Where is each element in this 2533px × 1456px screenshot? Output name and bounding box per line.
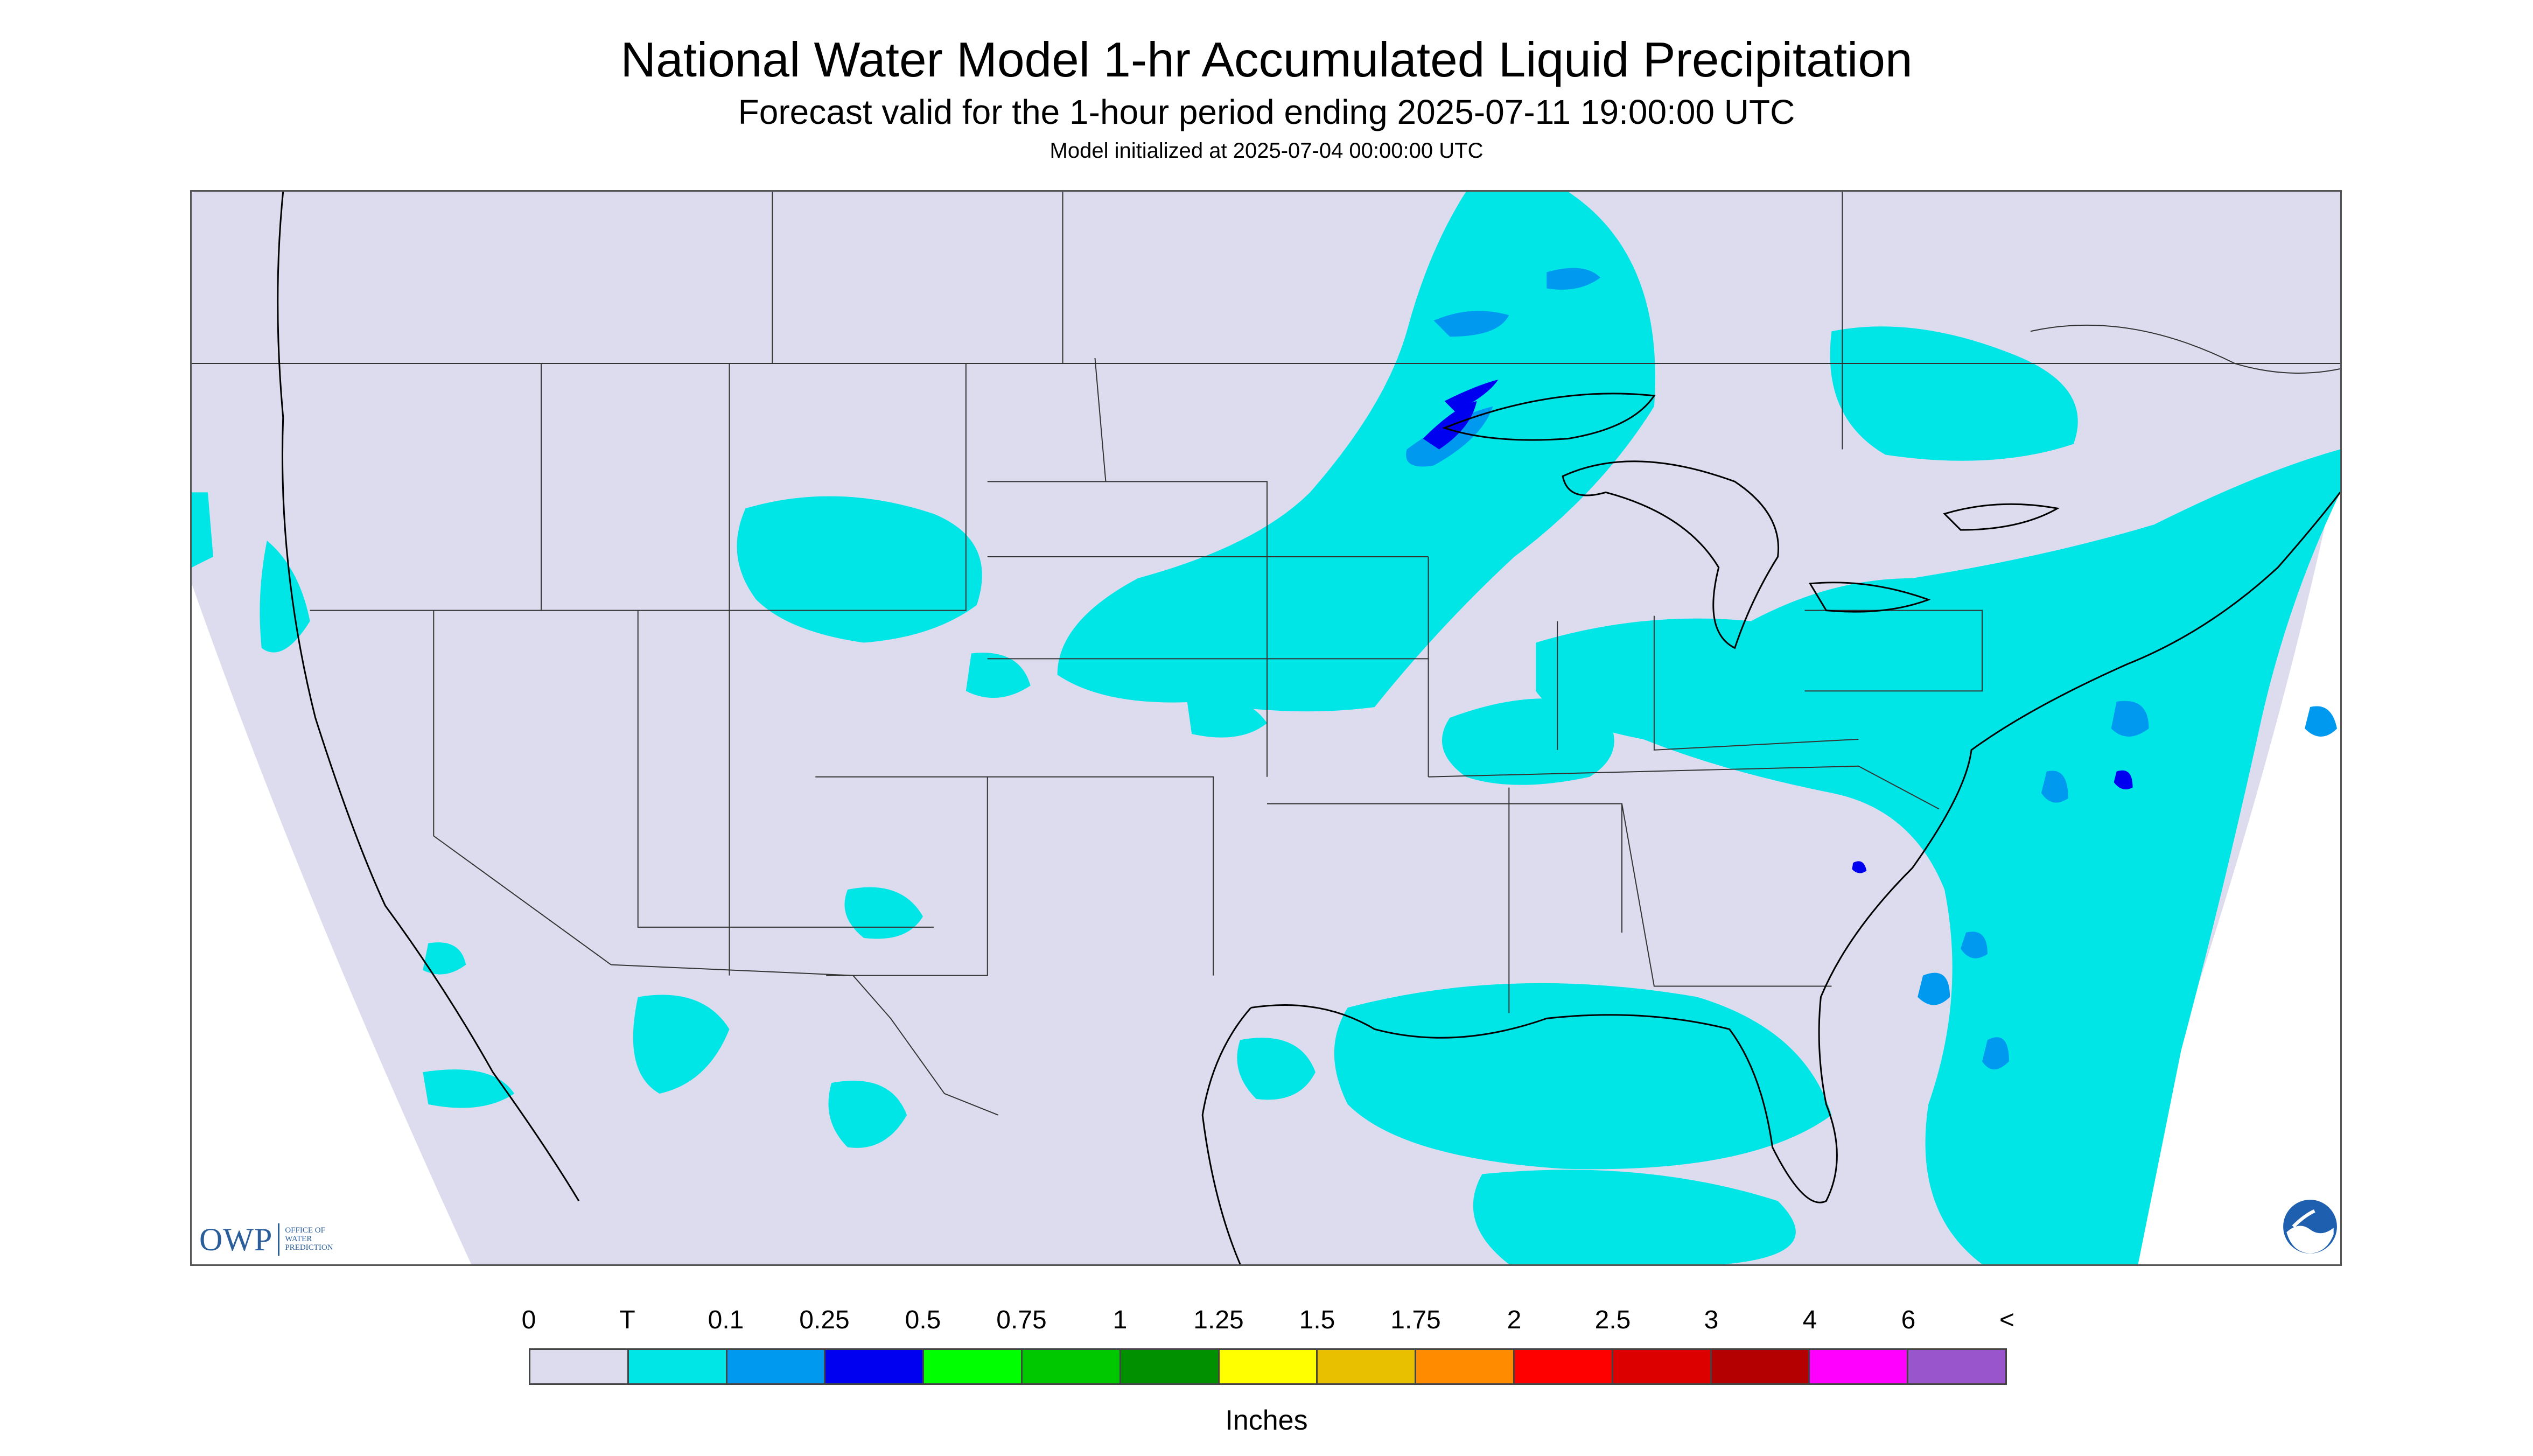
- legend-swatch: [1908, 1350, 2005, 1383]
- legend-swatch: [1318, 1350, 1417, 1383]
- trace-precip-areas: [192, 192, 2340, 1264]
- legend-swatch: [1416, 1350, 1515, 1383]
- precipitation-map: [190, 190, 2342, 1266]
- legend-tick-label: 1.75: [1390, 1306, 1441, 1334]
- legend-tick-label: 1: [1112, 1306, 1128, 1334]
- legend-swatch: [1613, 1350, 1712, 1383]
- legend-tick-label: 1.25: [1193, 1306, 1244, 1334]
- model-init-time: Model initialized at 2025-07-04 00:00:00…: [1049, 139, 1484, 163]
- legend-tick-label: 4: [1802, 1306, 1817, 1334]
- owp-logo-name: OFFICE OF WATER PREDICTION: [285, 1227, 333, 1252]
- legend-tick-label: 0.75: [996, 1306, 1047, 1334]
- legend-tick-label: 2.5: [1594, 1306, 1631, 1334]
- political-boundaries: [192, 192, 2340, 1116]
- owp-logo-line1: OFFICE OF: [285, 1226, 325, 1235]
- legend-swatch: [924, 1350, 1023, 1383]
- legend-units-label: Inches: [1225, 1405, 1308, 1436]
- legend-swatch: [727, 1350, 826, 1383]
- coastlines: [277, 192, 2340, 1264]
- legend-swatch: [1121, 1350, 1220, 1383]
- legend-tick-label: 0.25: [799, 1306, 850, 1334]
- legend-swatch: [825, 1350, 925, 1383]
- map-subtitle: Forecast valid for the 1-hour period end…: [738, 93, 1795, 131]
- legend-tick-label: 0: [521, 1306, 536, 1334]
- legend-swatch: [628, 1350, 727, 1383]
- owp-logo: OWP OFFICE OF WATER PREDICTION: [199, 1218, 333, 1261]
- legend-tick-label: 3: [1704, 1306, 1719, 1334]
- owp-logo-separator: [278, 1223, 280, 1256]
- legend-tick-label: <: [1999, 1306, 2015, 1334]
- owp-logo-line3: PREDICTION: [285, 1243, 333, 1252]
- owp-logo-abbrev: OWP: [199, 1221, 273, 1257]
- legend-tick-label: 0.5: [905, 1306, 941, 1334]
- legend-tick-label: 1.5: [1299, 1306, 1335, 1334]
- legend-tick-label: 0.1: [708, 1306, 744, 1334]
- legend-swatch: [1514, 1350, 1613, 1383]
- legend-swatch: [1810, 1350, 1909, 1383]
- map-svg: [192, 192, 2340, 1264]
- legend-swatch: [1711, 1350, 1810, 1383]
- noaa-logo: [2283, 1200, 2337, 1254]
- legend-tick-label: 6: [1901, 1306, 1916, 1334]
- legend-swatch: [530, 1350, 629, 1383]
- legend-swatch: [1219, 1350, 1318, 1383]
- legend-swatch: [1022, 1350, 1121, 1383]
- owp-logo-line2: WATER: [285, 1235, 312, 1244]
- precip-legend-bar: [529, 1348, 2007, 1385]
- legend-tick-label: T: [619, 1306, 635, 1334]
- map-title: National Water Model 1-hr Accumulated Li…: [620, 33, 1913, 87]
- legend-tick-label: 2: [1507, 1306, 1522, 1334]
